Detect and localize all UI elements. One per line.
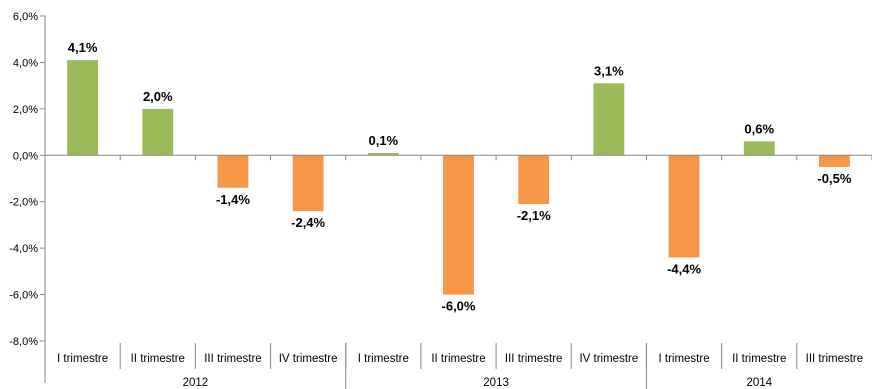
data-label: 3,1% [594,63,624,78]
data-labels: 4,1% 2,0% -1,4% -2,4% 0,1% -6,0% -2,1% 3,1% -4,4… [68,40,852,313]
x-axis-groups: 2012 2013 2014 [183,343,773,389]
data-label: -0,5% [817,171,851,186]
x-category-label: IV trimestre [579,353,638,365]
data-label: 4,1% [68,40,98,55]
data-label: -2,1% [517,208,551,223]
data-label: -2,4% [291,215,325,230]
x-category-label: II trimestre [431,353,485,365]
data-label: -4,4% [667,261,701,276]
y-tick-label: 4,0% [13,57,38,69]
x-category-label: I trimestre [658,353,709,365]
bar [367,152,399,156]
data-label: -1,4% [216,192,250,207]
bar [593,83,625,156]
y-tick-label: 2,0% [13,104,38,116]
y-tick-label: -4,0% [9,243,38,255]
bar [142,108,174,156]
data-label: -6,0% [442,299,476,314]
bar [292,155,324,211]
y-tick-label: -2,0% [9,197,38,209]
x-group-label: 2012 [183,377,209,389]
x-category-label: III trimestre [806,353,864,365]
bar [743,141,775,156]
bar [443,155,474,295]
bars [67,60,850,295]
x-group-label: 2014 [746,377,772,389]
axes [44,16,872,383]
bar [67,60,98,156]
bar [668,155,700,258]
bar [819,155,850,167]
x-category-label: III trimestre [204,353,262,365]
x-category-label: I trimestre [57,353,108,365]
bar [518,155,550,205]
x-category-label: IV trimestre [279,353,338,365]
y-axis: 6,0% 4,0% 2,0% 0,0% -2,0% -4,0% -6,0% -8,0% [9,11,45,348]
data-label: 0,1% [368,133,398,148]
x-category-label: I trimestre [358,353,409,365]
x-category-label: III trimestre [505,353,563,365]
y-tick-label: -6,0% [9,290,38,302]
x-axis-categories: I trimestre II trimestre III trimestre IV t… [57,343,863,369]
y-tick-label: -8,0% [9,336,38,348]
bar [217,155,249,188]
y-tick-label: 6,0% [13,11,38,23]
data-label: 2,0% [143,89,173,104]
x-group-label: 2013 [483,377,509,389]
data-label: 0,6% [744,121,774,136]
x-category-label: II trimestre [131,353,185,365]
x-category-label: II trimestre [732,353,786,365]
y-tick-label: 0,0% [13,150,38,162]
